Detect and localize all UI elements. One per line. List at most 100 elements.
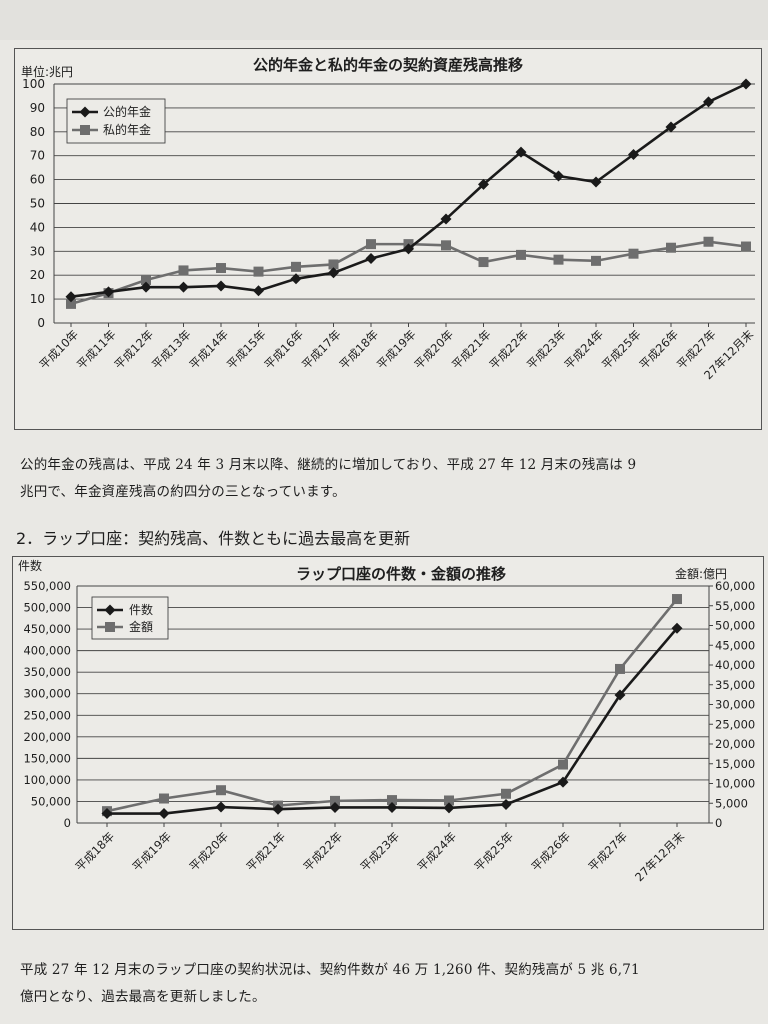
chart1-xtick-label: 平成18年 [336,327,381,372]
chart2-legend-box [91,596,169,640]
chart1-ytick-label: 70 [30,149,45,163]
chart2-left-tick-label: 400,000 [23,644,71,658]
chart2-left-tick-label: 50,000 [31,794,71,808]
pension-assets-chart-svg: 公的年金と私的年金の契約資産残高推移 単位:兆円 0 10 20 30 40 50 60 70 80… [21,56,756,382]
chart2-right-tick-label: 5,000 [715,796,748,810]
chart2-left-tick-label: 500,000 [23,601,71,615]
chart1-point-p4 [215,280,227,292]
chart1-xtick-label: 平成24年 [561,327,606,372]
chart1-xtick-label: 平成12年 [111,327,156,372]
chart1-title: 公的年金と私的年金の契約資産残高推移 [253,56,523,74]
chart2-point-p1 [158,808,170,820]
chart1-point-p0 [65,291,77,303]
chart1-ytick-label: 30 [30,244,45,258]
chart1-point-p3 [178,281,189,293]
chart1-point-p7 [328,267,339,279]
chart2-legend-marker [104,604,116,616]
chart2-right-tick-label: 0 [715,816,722,830]
chart2-point-p2 [216,785,226,796]
chart2-right-axis-label: 金額:億円 [675,566,727,581]
chart1-ytick-label: 100 [22,77,45,91]
chart1-point-p18 [740,78,752,90]
chart1-point-p12 [516,249,526,260]
chart2-legend-label: 金額 [129,619,153,634]
chart2-left-tick-label: 200,000 [23,730,71,744]
chart2-xtick-label: 27年12月末 [632,829,687,884]
chart1-legend-label: 私的年金 [103,122,151,137]
chart1-xtick-label: 平成23年 [524,327,569,372]
chart1-point-p6 [290,273,302,285]
chart1-point-p5 [253,285,264,297]
chart2-right-tick-label: 40,000 [715,658,755,672]
chart1-xtick-label: 平成14年 [186,327,231,372]
chart2-legend-label: 件数 [129,602,153,617]
chart2-point-p7 [500,798,512,810]
chart2-xtick-label: 平成26年 [528,829,573,874]
chart1-point-p18 [741,241,751,252]
wrap-account-chart: ラップ口座の件数・金額の推移件数 金額:億円 0 50,000 100,000 150,0… [12,556,764,930]
chart1-point-p15 [628,149,639,161]
chart1-series-line [70,82,747,298]
chart2-point-p2 [215,801,227,813]
chart1-legend-marker [79,106,91,118]
chart1-xtick-label: 平成17年 [299,327,344,372]
pension-paragraph-line-1: 公的年金の残高は、平成 24 年 3 月末以降、継続的に増加しており、平成 27… [20,457,637,473]
chart2-right-tick-label: 55,000 [715,599,755,613]
page-top-margin [0,0,768,40]
chart2-right-tick-label: 45,000 [715,638,755,652]
chart2-point-p0 [101,808,113,820]
chart2-right-tick-label: 30,000 [715,698,755,712]
chart1-point-p13 [553,170,564,182]
chart2-left-tick-label: 0 [64,816,71,830]
chart1-point-p10 [441,240,451,251]
chart2-legend-marker [105,622,115,632]
chart2-point-p4 [330,795,340,806]
chart1-legend-label: 公的年金 [103,104,151,119]
pension-paragraph: 公的年金の残高は、平成 24 年 3 月末以降、継続的に増加しており、平成 27… [20,452,636,506]
chart2-right-tick-label: 50,000 [715,619,755,633]
chart1-xtick-label: 平成10年 [36,327,81,372]
chart2-right-tick-label: 15,000 [715,757,755,771]
chart2-point-p9 [614,689,626,701]
chart2-right-tick-label: 35,000 [715,678,755,692]
chart2-right-tick-label: 10,000 [715,777,755,791]
chart2-left-tick-label: 100,000 [23,773,71,787]
chart2-right-tick-label: 60,000 [715,579,755,593]
chart1-point-p2 [141,274,151,285]
chart2-xtick-label: 平成25年 [471,829,516,874]
chart1-point-p12 [515,146,527,158]
chart1-point-p13 [553,254,564,265]
chart2-series-line [106,598,679,813]
chart2-xtick-label: 平成24年 [414,829,459,874]
chart1-point-p8 [365,252,377,264]
chart1-xtick-label: 平成26年 [636,327,681,372]
wrap-account-paragraph-line-2: 億円となり、過去最高を更新しました。 [20,989,266,1005]
chart2-xtick-label: 平成27年 [585,829,630,874]
chart1-ytick-label: 40 [30,220,45,234]
chart2-left-tick-label: 350,000 [23,665,71,679]
pension-paragraph-line-2: 兆円で、年金資産残高の約四分の三となっています。 [20,484,346,500]
chart2-left-tick-label: 150,000 [23,751,71,765]
chart2-point-p9 [615,663,625,674]
chart1-unit-label: 単位:兆円 [21,64,73,79]
chart2-xtick-label: 平成18年 [72,829,117,874]
chart1-ytick-label: 50 [30,197,45,211]
chart1-point-p14 [591,255,601,266]
chart1-point-p16 [666,242,676,253]
chart1-xtick-label: 平成15年 [224,327,269,372]
chart1-point-p7 [328,259,339,270]
chart2-point-p8 [558,759,568,770]
chart1-xtick-label: 平成20年 [411,327,456,372]
chart1-legend-box [66,98,166,144]
chart2-point-p6 [444,795,454,806]
chart2-point-p5 [386,801,398,813]
chart2-title: ラップ口座の件数・金額の推移 [296,565,506,583]
chart2-xtick-label: 平成21年 [243,829,288,874]
chart2-point-p3 [272,803,284,815]
chart1-xtick-label: 平成25年 [599,327,644,372]
chart2-xtick-label: 平成19年 [129,829,174,874]
chart2-xtick-label: 平成22年 [300,829,345,874]
chart1-ytick-label: 90 [30,101,45,115]
chart1-point-p1 [103,286,114,298]
